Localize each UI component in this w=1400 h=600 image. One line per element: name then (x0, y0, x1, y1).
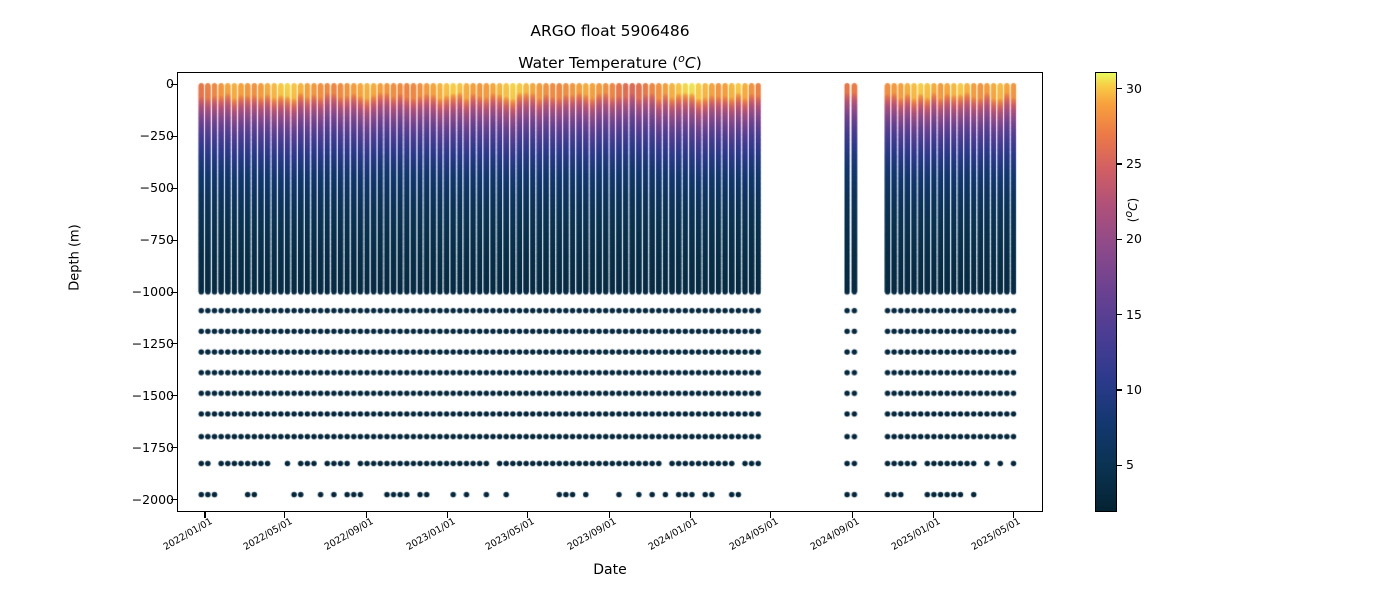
colorbar-tick-mark (1117, 314, 1122, 316)
title-sub-unit: C (684, 54, 696, 73)
x-tick-label: 2022/05/01 (241, 516, 295, 553)
cb-label-prefix: ( (1126, 217, 1140, 223)
colorbar-tick-label: 30 (1126, 80, 1142, 96)
title-sub-suffix: ) (695, 54, 702, 73)
colorbar-tick-label: 20 (1126, 231, 1142, 247)
y-tick-label: −1750 (131, 439, 174, 455)
title-line-sub: Water Temperature (oC) (177, 45, 1043, 77)
x-tick-mark (526, 512, 528, 518)
x-tick-label: 2024/05/01 (727, 516, 780, 553)
title-sub-degree: o (678, 52, 685, 65)
cb-label-degree: o (1122, 210, 1135, 218)
x-tick-mark (770, 512, 772, 518)
x-tick-label: 2024/01/01 (646, 516, 700, 553)
colorbar-label: (oC) (1122, 150, 1140, 270)
colorbar-tick-label: 5 (1126, 457, 1134, 473)
y-tick-mark (171, 239, 177, 241)
y-tick-mark (171, 499, 177, 501)
colorbar-tick-mark (1117, 389, 1122, 391)
y-tick-label: −750 (139, 232, 174, 248)
x-tick-mark (608, 512, 610, 518)
y-tick-mark (171, 135, 177, 137)
y-tick-mark (171, 83, 177, 86)
title-line-main: ARGO float 5906486 (530, 22, 690, 40)
x-tick-mark (689, 512, 691, 518)
x-tick-mark (932, 512, 934, 518)
x-tick-mark (365, 512, 367, 518)
colorbar-tick-label: 15 (1126, 306, 1142, 322)
y-tick-label: −500 (139, 180, 174, 196)
cb-label-suffix: ) (1126, 197, 1140, 203)
x-tick-label: 2023/05/01 (483, 516, 537, 553)
colorbar-tick-label: 10 (1126, 381, 1142, 397)
x-tick-mark (204, 512, 206, 518)
colorbar-tick-mark (1117, 238, 1122, 240)
x-tick-label: 2025/05/01 (969, 516, 1023, 553)
y-tick-mark (171, 447, 177, 449)
colorbar-tick-mark (1117, 88, 1122, 90)
x-tick-mark (851, 512, 853, 518)
y-tick-label: −1000 (131, 284, 174, 299)
y-tick-label: −2000 (131, 491, 174, 507)
scatter-plot-canvas (178, 73, 1042, 511)
y-tick-mark (171, 291, 177, 293)
x-tick-label: 2022/09/01 (322, 516, 376, 553)
colorbar-gradient (1095, 72, 1117, 512)
title-sub-prefix: Water Temperature ( (518, 54, 679, 73)
y-tick-label: 0 (166, 76, 174, 92)
x-tick-label: 2022/01/01 (161, 516, 215, 553)
colorbar-tick-mark (1117, 163, 1122, 165)
x-tick-mark (447, 512, 449, 518)
figure-title: ARGO float 5906486 Water Temperature (oC… (177, 18, 1043, 77)
y-tick-label: −1250 (131, 335, 174, 351)
y-tick-label: −1500 (131, 387, 174, 403)
colorbar-tick-label: 25 (1126, 155, 1142, 171)
y-tick-label: −250 (139, 128, 174, 144)
x-tick-label: 2023/09/01 (565, 516, 619, 553)
x-tick-label: 2025/01/01 (889, 516, 943, 553)
x-tick-label: 2023/01/01 (404, 516, 457, 553)
colorbar: 5 10 15 20 25 30 (1095, 72, 1142, 512)
cb-label-unit: C (1126, 202, 1140, 211)
x-tick-mark (284, 512, 286, 518)
x-tick-label: 2024/09/01 (808, 516, 862, 553)
plot-axes (177, 72, 1043, 512)
y-tick-mark (171, 395, 177, 397)
x-tick-mark (1012, 512, 1014, 518)
y-tick-mark (171, 187, 177, 189)
y-axis-label: Depth (m) (67, 224, 83, 291)
colorbar-tick-mark (1117, 464, 1122, 466)
x-axis-label: Date (593, 562, 627, 578)
y-tick-mark (171, 343, 177, 345)
